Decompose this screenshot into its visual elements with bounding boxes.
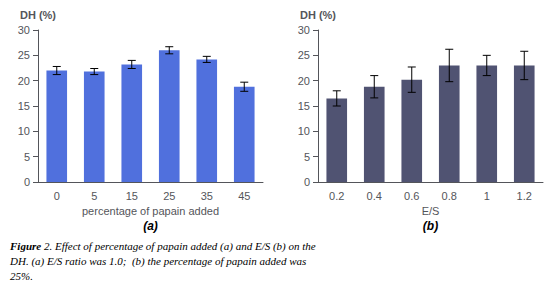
svg-text:DH (%): DH (%) (20, 9, 56, 21)
svg-text:25%.: 25%. (10, 270, 33, 282)
svg-text:1.2: 1.2 (517, 190, 532, 202)
svg-text:0: 0 (304, 176, 310, 188)
svg-text:0: 0 (24, 176, 30, 188)
svg-text:0.4: 0.4 (367, 190, 382, 202)
svg-text:E/S: E/S (422, 205, 440, 217)
svg-text:15: 15 (126, 190, 138, 202)
svg-text:DH. (a) E/S ratio was 1.0; (b: DH. (a) E/S ratio was 1.0; (b) the perce… (9, 255, 306, 268)
svg-text:45: 45 (238, 190, 250, 202)
svg-text:2. Effect of percentage of pap: 2. Effect of percentage of papain added … (41, 240, 316, 253)
svg-text:1: 1 (484, 190, 490, 202)
svg-text:percentage of papain added: percentage of papain added (82, 205, 219, 217)
svg-text:5: 5 (304, 151, 310, 163)
svg-text:20: 20 (18, 75, 30, 87)
svg-text:DH (%): DH (%) (300, 9, 336, 21)
svg-text:15: 15 (18, 100, 30, 112)
svg-text:(b): (b) (423, 219, 438, 233)
svg-text:30: 30 (18, 24, 30, 36)
svg-text:10: 10 (298, 125, 310, 137)
svg-text:25: 25 (163, 190, 175, 202)
svg-text:5: 5 (91, 190, 97, 202)
svg-text:20: 20 (298, 75, 310, 87)
svg-text:0.6: 0.6 (404, 190, 419, 202)
svg-text:0: 0 (54, 190, 60, 202)
svg-text:10: 10 (18, 125, 30, 137)
svg-text:25: 25 (298, 49, 310, 61)
svg-text:0.8: 0.8 (442, 190, 457, 202)
svg-text:15: 15 (298, 100, 310, 112)
svg-text:0.2: 0.2 (329, 190, 344, 202)
svg-text:Figure: Figure (9, 240, 41, 252)
svg-text:25: 25 (18, 49, 30, 61)
svg-text:30: 30 (298, 24, 310, 36)
svg-text:5: 5 (24, 151, 30, 163)
svg-text:(a): (a) (143, 219, 158, 233)
svg-text:35: 35 (201, 190, 213, 202)
